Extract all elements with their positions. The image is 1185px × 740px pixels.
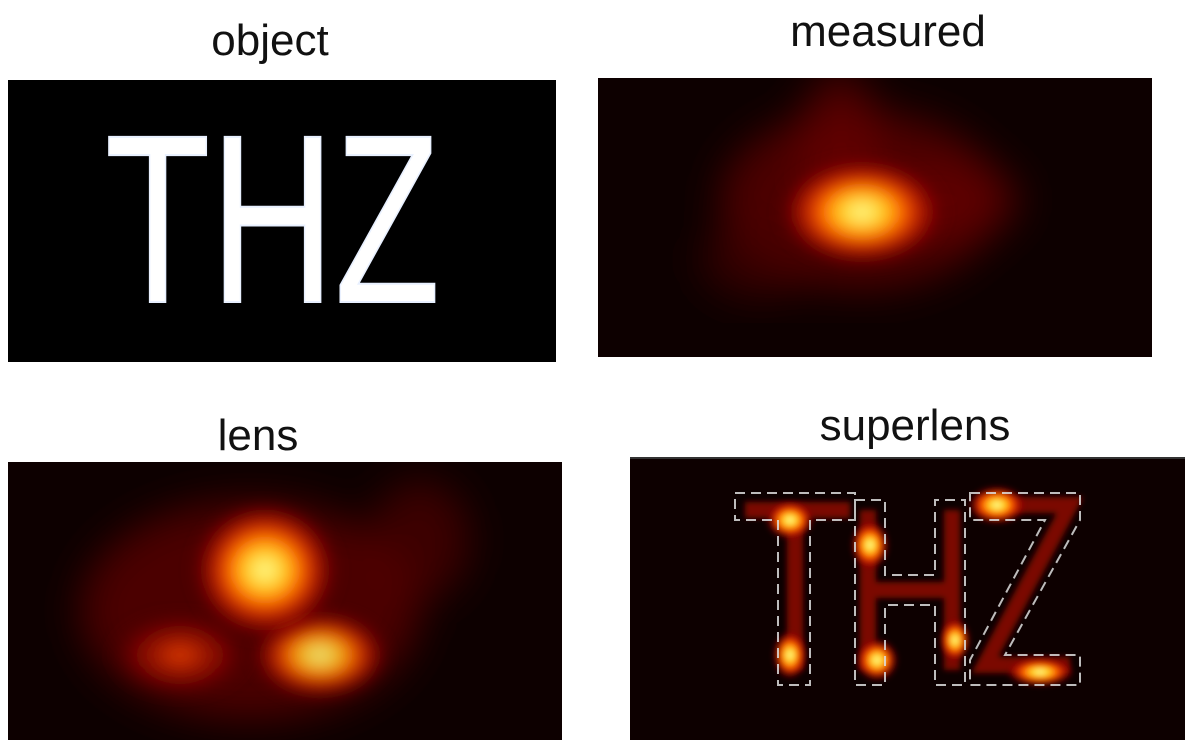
panel-label: measured xyxy=(790,7,986,56)
panel-label: lens xyxy=(218,411,299,460)
hot-spot xyxy=(777,157,947,267)
panel-label: superlens xyxy=(820,401,1011,450)
superlens-panel xyxy=(630,457,1185,740)
panel-label: object xyxy=(211,16,328,65)
lens-panel xyxy=(8,462,562,740)
page: object measured lens superlens THZ xyxy=(0,0,1185,740)
object-text: THZ xyxy=(105,85,440,353)
figure: object measured lens superlens THZ xyxy=(0,0,1185,740)
object-panel: THZ xyxy=(8,80,556,362)
measured-panel xyxy=(598,70,1152,357)
panel-background xyxy=(630,457,1185,740)
hot-spot xyxy=(190,500,340,640)
